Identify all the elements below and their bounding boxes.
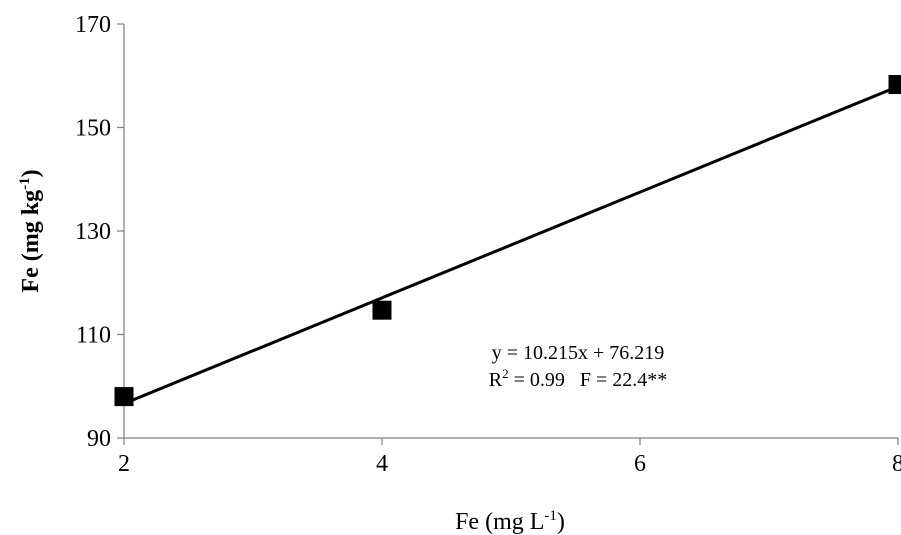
regression-stats: R2 = 0.99 F = 22.4** xyxy=(489,366,668,391)
x-tick-label: 2 xyxy=(118,451,130,477)
y-tick-label: 90 xyxy=(87,426,111,452)
regression-equation: y = 10.215x + 76.219 xyxy=(492,342,665,364)
x-tick-label: 8 xyxy=(892,451,901,477)
data-points xyxy=(114,75,901,407)
data-point xyxy=(114,387,134,407)
y-axis-title: Fe (mg kg-1) xyxy=(17,169,44,292)
x-axis-title: Fe (mg L-1) xyxy=(455,508,565,535)
ticks xyxy=(117,23,899,445)
data-point xyxy=(888,75,901,95)
y-tick-label: 170 xyxy=(75,12,111,38)
tick-labels: 90 110 130 150 170 2 4 6 8 xyxy=(75,12,901,477)
x-tick-label: 6 xyxy=(634,451,646,477)
data-point xyxy=(372,300,392,320)
y-tick-label: 150 xyxy=(75,116,111,142)
y-tick-label: 130 xyxy=(75,219,111,245)
x-tick-label: 4 xyxy=(376,451,388,477)
trendline xyxy=(123,85,899,405)
y-tick-label: 110 xyxy=(76,323,111,349)
